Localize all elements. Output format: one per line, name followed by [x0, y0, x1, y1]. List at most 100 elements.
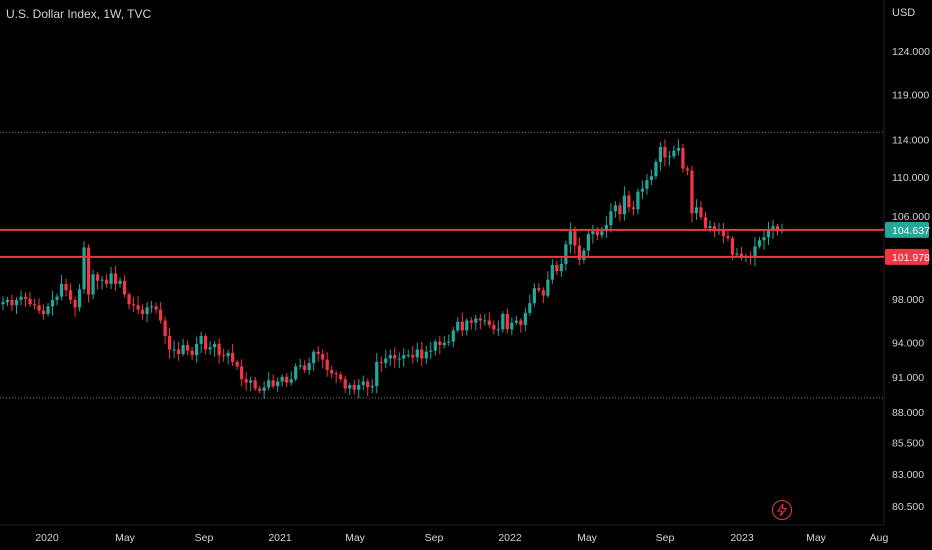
candle-body: [496, 329, 500, 331]
candle: [744, 253, 748, 263]
candle-body: [357, 385, 361, 390]
candle-body: [185, 344, 190, 351]
candle-body: [546, 279, 550, 296]
candle: [600, 226, 604, 239]
price-tick-label: 114.000: [892, 135, 929, 147]
candle-body: [492, 324, 496, 330]
horizontal-levels[interactable]: [0, 228, 884, 258]
candle-body: [726, 236, 730, 239]
price-tick-label: 88.000: [892, 407, 924, 419]
time-tick-label: May: [345, 532, 366, 544]
candle-body: [280, 376, 284, 382]
candle-body: [23, 296, 28, 299]
candle-body: [213, 343, 217, 348]
badge-label: 104.637: [892, 225, 930, 237]
candle: [550, 258, 554, 284]
candle-body: [627, 195, 631, 208]
candle: [514, 316, 518, 326]
candle-body: [757, 240, 762, 247]
candle-body: [195, 343, 199, 356]
candle: [68, 283, 73, 305]
candle: [721, 222, 726, 244]
candle: [406, 349, 410, 358]
candle: [766, 221, 771, 245]
candle-body: [253, 380, 257, 389]
candle: [757, 236, 762, 249]
time-tick-label: May: [115, 532, 136, 544]
candle-body: [483, 320, 487, 322]
candle-body: [451, 330, 455, 342]
candle-body: [176, 349, 181, 354]
candle-body: [59, 283, 64, 297]
candle-body: [735, 253, 739, 255]
badge-background: [885, 221, 929, 238]
time-tick-label: 2022: [498, 532, 522, 544]
candle-body: [14, 299, 19, 306]
candle: [149, 300, 154, 313]
candle-body: [595, 231, 600, 236]
candle: [658, 142, 663, 171]
candle-body: [577, 245, 581, 260]
candle: [726, 230, 730, 242]
candle: [14, 297, 19, 314]
candle-body: [167, 336, 172, 350]
candle: [555, 260, 559, 276]
candle-body: [312, 351, 316, 364]
candle-body: [501, 313, 505, 330]
candle-body: [537, 288, 541, 291]
candle-body: [753, 246, 757, 258]
candle: [474, 314, 478, 331]
candle-body: [163, 320, 167, 337]
candle: [163, 316, 167, 344]
candle: [176, 341, 181, 361]
candle: [82, 241, 86, 294]
candles: [1, 139, 784, 400]
candle-body: [415, 349, 419, 358]
candle: [140, 304, 145, 320]
candle-body: [505, 313, 509, 330]
price-axis[interactable]: 124.000 119.000 114.000 110.000 106.000 98.00…: [892, 46, 930, 513]
candle: [780, 223, 784, 234]
candle: [145, 302, 149, 323]
candle: [312, 349, 316, 371]
candle: [460, 312, 464, 337]
candle: [23, 292, 28, 307]
time-tick-label: Sep: [656, 532, 675, 544]
candle-body: [379, 361, 383, 364]
candle-body: [231, 352, 235, 362]
candle-body: [113, 273, 118, 284]
candle: [586, 231, 590, 258]
candle-body: [555, 264, 559, 272]
candle-body: [28, 298, 32, 305]
lightning-bolt-icon[interactable]: [772, 500, 792, 520]
candle-body: [136, 305, 140, 310]
candle: [213, 341, 217, 357]
candle-body: [352, 385, 356, 390]
candle-body: [149, 306, 154, 308]
candle: [325, 352, 329, 377]
candle-body: [325, 359, 329, 370]
candle-body: [334, 373, 338, 375]
candle-body: [708, 226, 712, 229]
candle-body: [591, 231, 595, 235]
candle-body: [50, 299, 55, 307]
candle: [190, 346, 194, 361]
candle-body: [631, 207, 636, 210]
candle-body: [712, 226, 717, 232]
candle-body: [330, 369, 334, 374]
candle: [104, 274, 109, 288]
time-axis[interactable]: 2020 May Sep 2021 May Sep 2022 May Sep 2023 May Aug: [35, 532, 888, 544]
candle-body: [222, 355, 226, 357]
candle-body: [586, 234, 590, 251]
candle-body: [158, 309, 163, 321]
candle-body: [411, 355, 415, 358]
candle-body: [145, 307, 149, 314]
candle: [748, 251, 753, 265]
candle: [32, 298, 37, 310]
candle: [226, 349, 230, 365]
candle: [366, 378, 370, 397]
current-price-badge: 104.637: [885, 221, 930, 238]
candle: [118, 277, 122, 288]
candle: [253, 377, 257, 391]
